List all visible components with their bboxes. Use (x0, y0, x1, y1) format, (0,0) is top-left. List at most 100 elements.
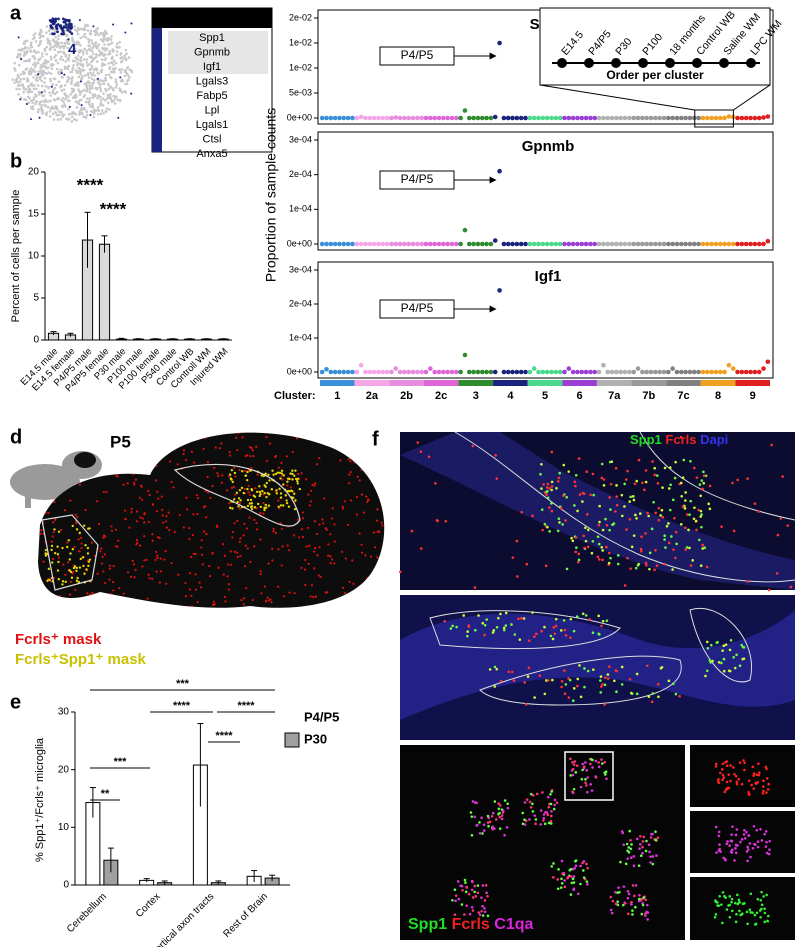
point (515, 242, 520, 247)
tsne-dot (58, 80, 61, 83)
image-dot (710, 644, 713, 647)
point (709, 242, 714, 247)
brain-dot (259, 512, 261, 514)
image-dot (533, 635, 536, 638)
tsne-dot (93, 30, 96, 33)
brain-dot (288, 490, 290, 492)
image-dot (608, 552, 611, 555)
image-dot (650, 836, 653, 839)
brain-dot (141, 565, 143, 567)
brain-dot (234, 551, 236, 553)
image-dot (757, 840, 760, 843)
brain-dot (278, 506, 280, 508)
brain-dot (160, 570, 162, 572)
d-legend-red: Fcrls⁺ mask (15, 631, 102, 648)
point (718, 116, 723, 121)
tsne-dot (128, 76, 131, 79)
cluster-label: 7a (608, 390, 621, 402)
image-dot (530, 806, 533, 809)
brain-dot (342, 506, 344, 508)
brain-dot (51, 561, 53, 563)
point (510, 242, 515, 247)
image-dot (480, 816, 483, 819)
brain-dot (161, 496, 163, 498)
image-dot (689, 500, 692, 503)
point (541, 370, 546, 375)
tsne-dot (84, 24, 87, 27)
y-tick-label: 5e-03 (289, 87, 312, 97)
x-tick-label: Cortex (134, 891, 163, 920)
brain-dot (133, 563, 135, 565)
tsne-dot (99, 53, 102, 56)
image-dot (601, 549, 604, 552)
significance: **** (215, 730, 233, 742)
brain-dot (141, 611, 143, 613)
image-dot (481, 905, 484, 908)
brain-dot (231, 469, 233, 471)
point (502, 116, 507, 121)
point (372, 370, 377, 375)
brain-dot (195, 589, 197, 591)
image-dot (645, 911, 648, 914)
tsne-dot (93, 69, 96, 72)
image-dot (743, 829, 746, 832)
point (406, 242, 411, 247)
tsne-dot (41, 104, 44, 107)
brain-dot (304, 568, 306, 570)
brain-dot (153, 459, 155, 461)
image-dot (762, 780, 765, 783)
brain-dot (165, 515, 167, 517)
brain-dot (373, 603, 375, 605)
tsne-dot (113, 71, 116, 74)
image-dot (631, 546, 634, 549)
tsne-dot (31, 101, 34, 104)
y-axis-label: % Spp1⁺/Fcrls⁺ microglia (34, 737, 46, 862)
image-dot (485, 618, 488, 621)
image-dot (577, 553, 580, 556)
tsne-dot (15, 88, 18, 91)
brain-dot (157, 498, 159, 500)
tsne-dot (47, 87, 50, 90)
brain-dot (280, 504, 282, 506)
image-dot (550, 815, 553, 818)
legend-label: P4/P5 (304, 709, 339, 724)
brain-dot (88, 561, 90, 563)
d-legend-yellow: Fcrls⁺Spp1⁺ mask (15, 651, 147, 668)
brain-dot (286, 484, 288, 486)
image-dot (695, 529, 698, 532)
brain-dot (45, 549, 47, 551)
tsne-dot (83, 96, 86, 99)
image-dot (613, 522, 616, 525)
brain-dot (302, 511, 304, 513)
tsne-dot (103, 43, 106, 46)
brain-dot (327, 555, 329, 557)
cluster-bar (597, 380, 632, 386)
image-dot (646, 664, 649, 667)
image-dot (547, 806, 550, 809)
brain-dot (151, 578, 153, 580)
point (623, 116, 628, 121)
image-dot (666, 525, 669, 528)
tsne-dot (100, 103, 103, 106)
brain-dot (83, 425, 85, 427)
gene-name: Lgals1 (196, 119, 228, 131)
tsne-dot (89, 71, 92, 74)
brain-dot (268, 504, 270, 506)
tsne-dot (85, 101, 88, 104)
image-dot (737, 778, 740, 781)
image-dot (602, 529, 605, 532)
point (601, 363, 606, 368)
brain-dot (231, 507, 233, 509)
image-dot (757, 510, 760, 513)
point (683, 242, 688, 247)
point (484, 116, 489, 121)
brain-dot (297, 519, 299, 521)
brain-dot (275, 455, 277, 457)
tsne-dot (120, 61, 123, 64)
brain-dot (224, 600, 226, 602)
tsne-dot (74, 113, 77, 116)
point (372, 242, 377, 247)
brain-dot (68, 539, 70, 541)
image-dot (729, 764, 732, 767)
image-dot (520, 617, 523, 620)
